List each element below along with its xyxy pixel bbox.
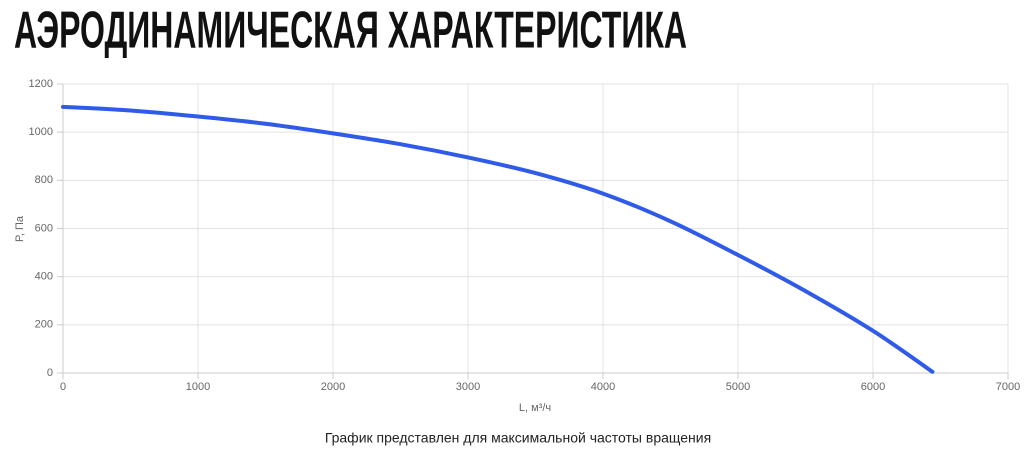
y-tick-label: 400 — [35, 271, 53, 283]
x-tick-label: 3000 — [456, 381, 480, 393]
x-tick-label: 6000 — [861, 381, 885, 393]
x-axis-label: L, м³/ч — [519, 402, 551, 414]
y-tick-label: 0 — [47, 367, 53, 379]
caption: График представлен для максимальной част… — [325, 430, 711, 446]
y-tick-label: 200 — [35, 319, 53, 331]
y-tick-label: 600 — [35, 222, 53, 234]
x-tick-label: 1000 — [186, 381, 210, 393]
y-tick-label: 1200 — [29, 78, 53, 90]
x-tick-label: 4000 — [591, 381, 615, 393]
line-series — [61, 104, 935, 374]
y-tick-label: 1000 — [29, 126, 53, 138]
x-tick-label: 5000 — [726, 381, 750, 393]
y-tick-label: 800 — [35, 174, 53, 186]
chart-title: АЭРОДИНАМИЧЕСКАЯ ХАРАКТЕРИСТИКА — [14, 2, 687, 60]
x-tick-label: 7000 — [996, 381, 1020, 393]
x-tick-label: 2000 — [321, 381, 345, 393]
x-tick-label: 0 — [60, 381, 66, 393]
y-axis-label: P, Па — [14, 215, 26, 242]
